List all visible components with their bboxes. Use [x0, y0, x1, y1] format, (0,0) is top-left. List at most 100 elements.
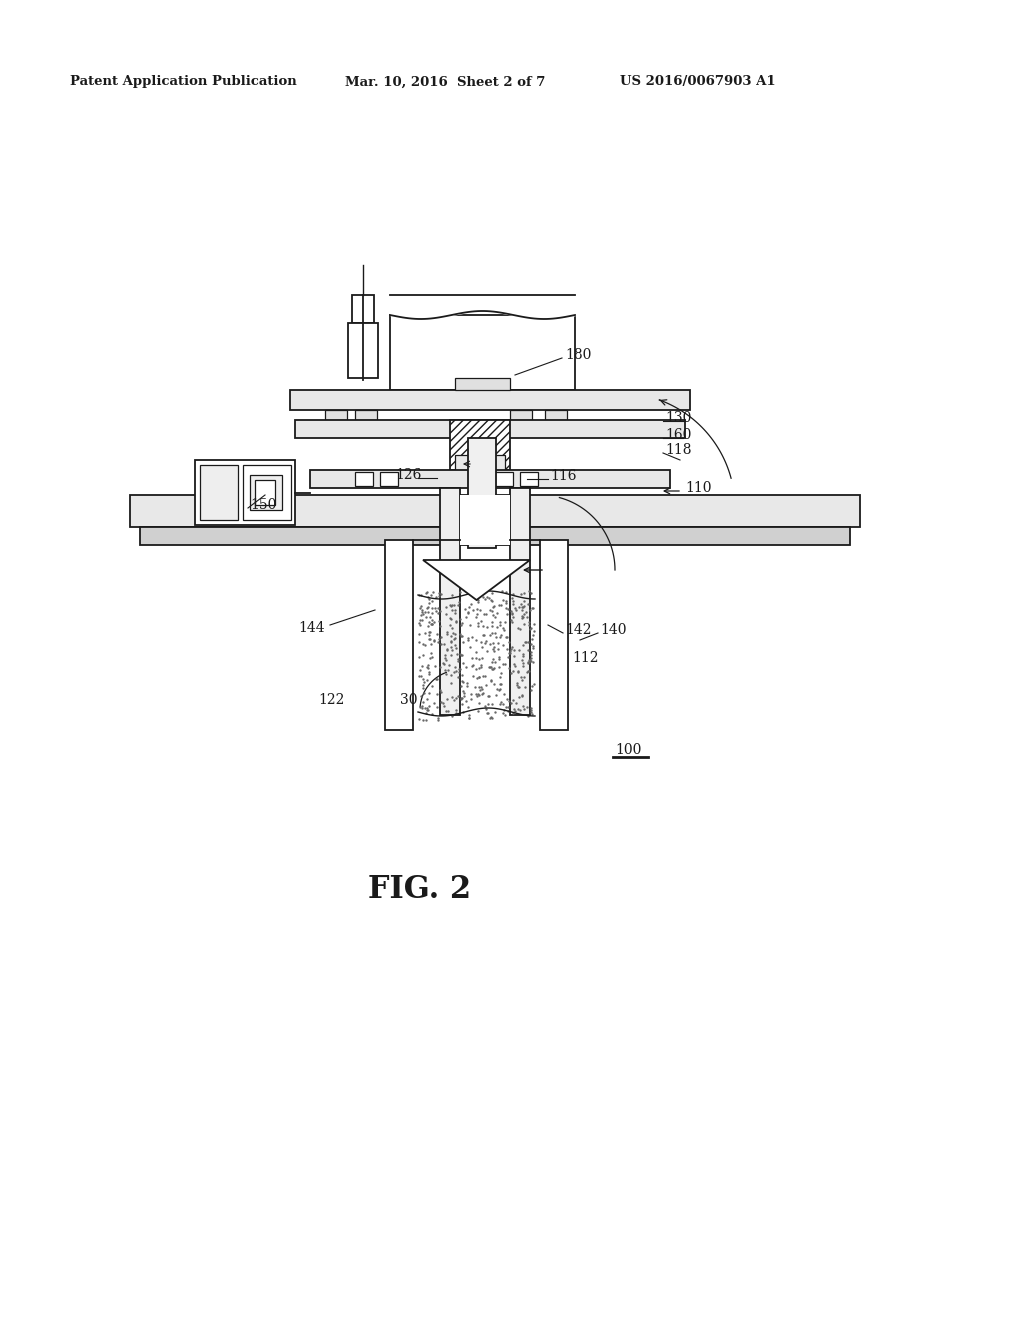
Point [484, 615, 501, 636]
Point [486, 607, 503, 628]
Point [454, 612, 470, 634]
Point [487, 685, 504, 706]
Point [522, 616, 539, 638]
Point [450, 667, 466, 688]
Point [471, 667, 487, 688]
Point [453, 626, 469, 647]
Point [509, 675, 525, 696]
Point [510, 660, 526, 681]
Point [431, 583, 447, 605]
Point [421, 589, 437, 610]
Point [442, 624, 459, 645]
Point [499, 639, 515, 660]
Point [515, 645, 531, 667]
Point [521, 649, 538, 671]
Point [426, 692, 442, 713]
Point [429, 696, 445, 717]
Point [414, 656, 430, 677]
Point [514, 649, 530, 671]
Point [415, 669, 431, 690]
Point [439, 623, 456, 644]
Bar [195, 459, 295, 525]
Point [436, 653, 453, 675]
Point [525, 673, 542, 694]
Point [502, 643, 518, 664]
Text: 130: 130 [665, 411, 691, 425]
Point [456, 682, 472, 704]
Point [505, 590, 521, 611]
Point [443, 673, 460, 694]
Point [483, 582, 500, 603]
Point [472, 680, 488, 701]
Text: 118: 118 [665, 444, 691, 457]
Point [517, 677, 534, 698]
Point [442, 609, 459, 630]
Point [453, 676, 469, 697]
Point [429, 684, 445, 705]
Point [485, 605, 502, 626]
Point [515, 655, 531, 676]
Point [515, 644, 531, 665]
Point [494, 624, 510, 645]
Point [461, 597, 477, 618]
Point [442, 636, 459, 657]
Point [467, 630, 483, 651]
Bar [455, 455, 505, 473]
Point [475, 624, 492, 645]
Point [453, 689, 469, 710]
Point [477, 665, 494, 686]
Point [460, 696, 476, 717]
Point [514, 684, 530, 705]
Point [515, 696, 531, 717]
Point [458, 606, 474, 627]
Point [450, 649, 466, 671]
Point [413, 665, 429, 686]
Point [478, 675, 495, 696]
Point [458, 690, 474, 711]
Point [446, 623, 463, 644]
Point [519, 705, 536, 726]
Point [447, 634, 464, 655]
Point [453, 644, 469, 665]
Point [512, 593, 528, 614]
Point [489, 602, 506, 623]
Point [519, 660, 536, 681]
Point [431, 585, 447, 606]
Point [504, 603, 520, 624]
Point [412, 665, 428, 686]
Text: FIG. 2: FIG. 2 [369, 874, 472, 906]
Point [499, 627, 515, 648]
Text: 112: 112 [572, 651, 598, 665]
Point [461, 705, 477, 726]
Point [492, 673, 508, 694]
Point [415, 709, 431, 730]
Point [521, 649, 538, 671]
Point [437, 701, 454, 722]
Text: 144: 144 [298, 620, 325, 635]
Point [447, 611, 464, 632]
Point [465, 665, 481, 686]
Point [495, 616, 511, 638]
Point [417, 635, 433, 656]
Point [472, 599, 488, 620]
Point [496, 619, 512, 640]
Point [457, 599, 473, 620]
Point [414, 599, 430, 620]
Point [447, 688, 464, 709]
Point [412, 647, 428, 668]
Point [505, 594, 521, 615]
Point [450, 594, 466, 615]
Point [493, 595, 509, 616]
Point [469, 599, 485, 620]
Point [430, 631, 446, 652]
Point [525, 652, 542, 673]
Text: Patent Application Publication: Patent Application Publication [70, 75, 297, 88]
Point [471, 667, 487, 688]
Point [514, 686, 530, 708]
Point [430, 628, 446, 649]
Point [503, 638, 519, 659]
Point [436, 648, 453, 669]
Point [485, 639, 502, 660]
Point [454, 693, 470, 714]
Point [447, 611, 464, 632]
